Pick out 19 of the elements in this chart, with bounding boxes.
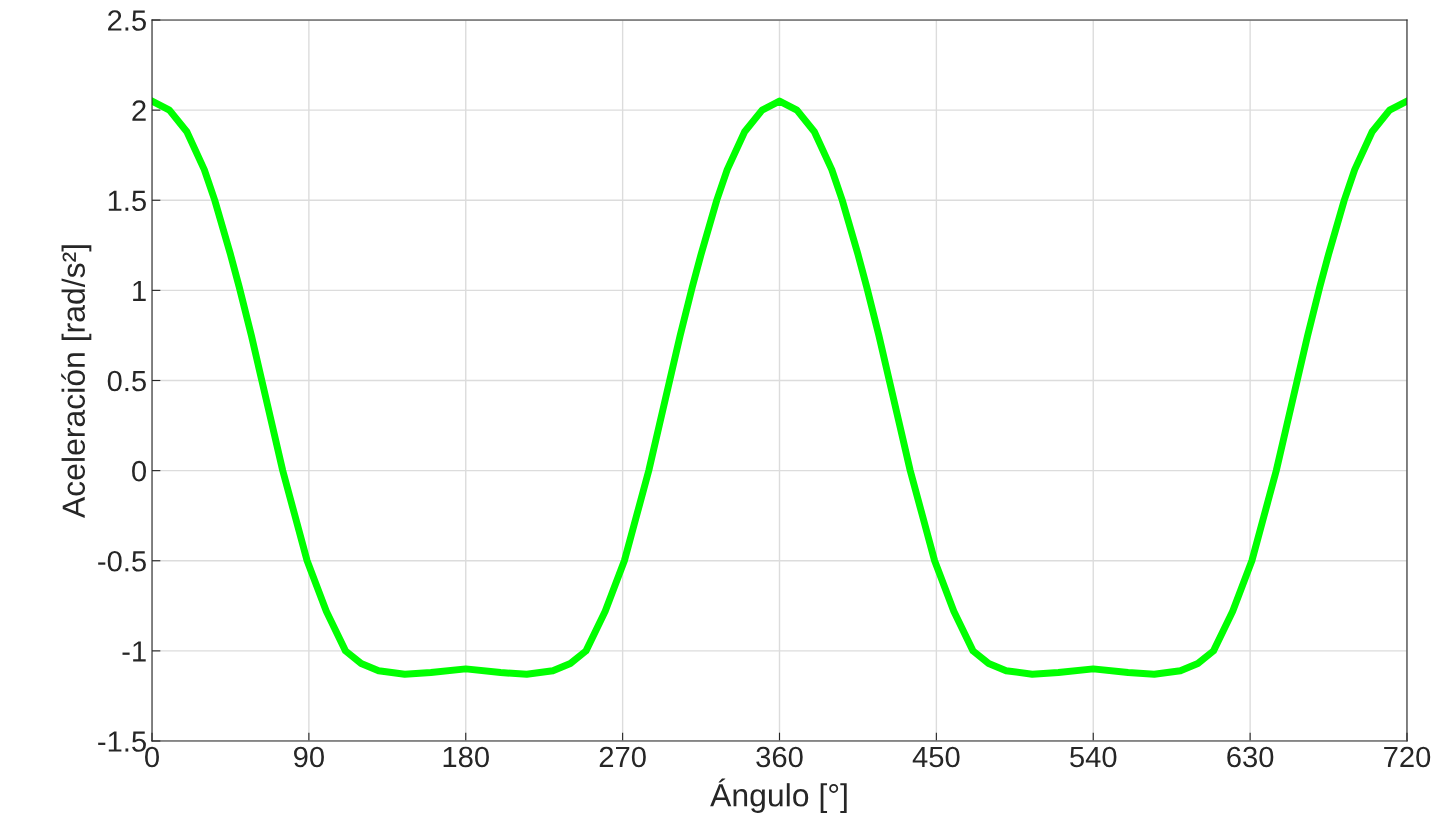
- y-tick-label: 1: [133, 280, 146, 301]
- y-tick-label: -1: [122, 641, 146, 662]
- x-tick-label: 90: [294, 746, 324, 768]
- y-tick-label: 2: [132, 100, 146, 121]
- y-axis-title: Aceleración [rad/s²]: [61, 245, 92, 519]
- x-tick-label: 720: [1384, 746, 1431, 768]
- x-axis-title: Ángulo [°]: [710, 778, 847, 813]
- y-tick-label: 0: [132, 460, 146, 482]
- x-tick-label: 630: [1227, 746, 1274, 768]
- y-tick-label: 0.5: [107, 370, 146, 392]
- x-tick-label: 450: [912, 746, 960, 768]
- y-tick-label: 1.5: [108, 190, 146, 212]
- y-tick-label: 2.5: [108, 10, 146, 31]
- y-tick-label: -1.5: [98, 731, 146, 752]
- y-tick-label: -0.5: [98, 550, 146, 572]
- x-tick-label: 180: [443, 746, 489, 768]
- x-tick-label: 360: [756, 746, 803, 768]
- x-tick-label: 270: [599, 746, 646, 768]
- x-tick-label: 540: [1070, 746, 1117, 768]
